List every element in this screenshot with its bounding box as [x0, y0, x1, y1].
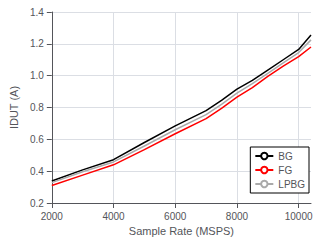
svg-text:0.8: 0.8 [30, 102, 44, 113]
svg-text:BG: BG [278, 151, 293, 162]
svg-text:FG: FG [278, 165, 292, 176]
svg-text:Sample Rate (MSPS): Sample Rate (MSPS) [129, 225, 234, 237]
svg-text:LPBG: LPBG [278, 179, 305, 190]
svg-text:10000: 10000 [285, 211, 313, 222]
svg-text:1.2: 1.2 [30, 38, 44, 49]
svg-text:0.6: 0.6 [30, 134, 44, 145]
svg-text:IDUT (A): IDUT (A) [8, 86, 20, 129]
svg-text:0.2: 0.2 [30, 198, 44, 209]
svg-text:8000: 8000 [226, 211, 249, 222]
svg-text:1.4: 1.4 [30, 7, 44, 18]
svg-text:2000: 2000 [41, 211, 64, 222]
svg-text:4000: 4000 [102, 211, 125, 222]
svg-text:6000: 6000 [164, 211, 187, 222]
svg-text:0.4: 0.4 [30, 166, 44, 177]
svg-text:1.0: 1.0 [30, 70, 44, 81]
